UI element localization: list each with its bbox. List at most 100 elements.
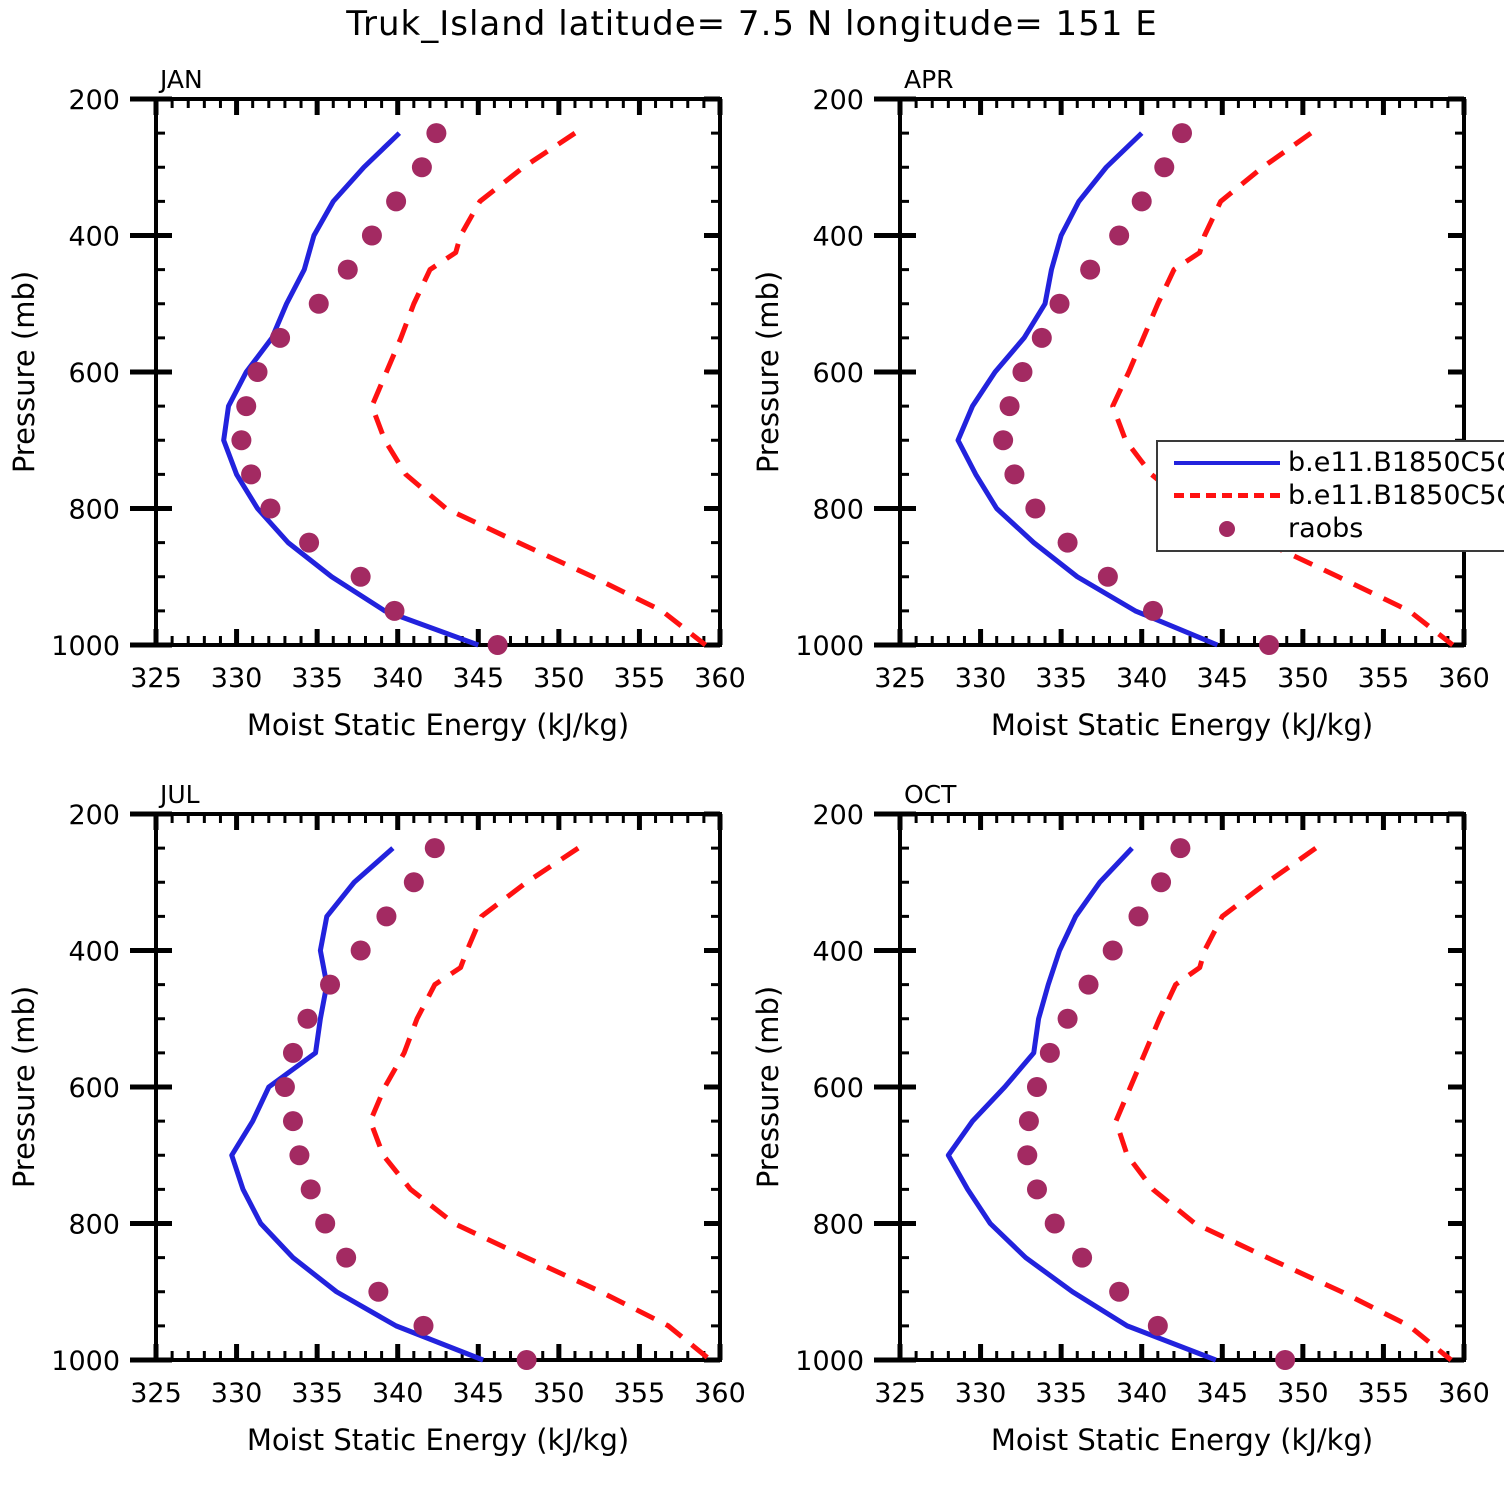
series-line-2: [1113, 846, 1453, 1362]
x-tick-label: 345: [1197, 1378, 1249, 1409]
x-tick-label: 345: [453, 1378, 505, 1409]
data-point: [289, 1145, 310, 1166]
x-tick-label: 325: [130, 1378, 182, 1409]
data-point: [426, 123, 447, 144]
y-tick-label: 600: [68, 1073, 120, 1104]
series-line-2: [367, 846, 712, 1362]
data-point: [282, 1042, 303, 1063]
plot-area-jan: 325 330 335 340 345 350 355 360 200 400 600 800 1000…: [7, 85, 746, 742]
y-tick-label: 400: [812, 222, 864, 253]
data-point: [384, 600, 405, 621]
data-point: [260, 498, 281, 519]
x-tick-label: 330: [211, 663, 263, 694]
legend-item-2: raobs: [1166, 512, 1504, 545]
data-point: [297, 1008, 318, 1029]
data-point: [282, 1111, 303, 1132]
data-point: [516, 1350, 537, 1370]
data-point: [993, 430, 1014, 451]
series-line-1: [229, 846, 485, 1363]
y-tick-label: 1000: [51, 631, 120, 662]
data-point: [315, 1213, 336, 1234]
data-point: [411, 157, 432, 178]
data-point: [386, 191, 407, 212]
data-point: [368, 1281, 389, 1302]
x-tick-label: 325: [130, 663, 182, 694]
y-tick-label: 200: [68, 85, 120, 116]
y-tick-label: 600: [812, 358, 864, 389]
x-tick-label: 360: [694, 663, 746, 694]
panel-jan: 325 330 335 340 345 350 355 360 200 400 600 800 1000…: [0, 55, 760, 770]
legend-label-2: raobs: [1288, 513, 1364, 544]
x-tick-label: 360: [1438, 663, 1490, 694]
y-axis-title: Pressure (mb): [7, 271, 41, 473]
x-axis-title: Moist Static Energy (kJ/kg): [991, 708, 1373, 742]
x-tick-label: 355: [1358, 663, 1410, 694]
y-tick-label: 400: [68, 222, 120, 253]
data-point: [413, 1315, 434, 1336]
data-point: [1172, 123, 1192, 144]
y-tick-label: 1000: [795, 631, 864, 662]
data-point: [361, 225, 382, 246]
x-tick-label: 340: [1116, 663, 1168, 694]
x-tick-label: 325: [874, 663, 926, 694]
x-tick-label: 340: [372, 663, 424, 694]
series-line-1: [945, 846, 1217, 1363]
legend: b.e11.B1850C5C b.e11.B1850C5C raobs: [1156, 440, 1504, 552]
x-axis-title: Moist Static Energy (kJ/kg): [247, 1423, 629, 1457]
y-tick-label: 800: [812, 495, 864, 526]
data-point: [1142, 600, 1163, 621]
y-tick-label: 600: [68, 358, 120, 389]
panel-label-apr: APR: [904, 65, 954, 94]
data-point: [299, 532, 320, 553]
y-tick-label: 400: [812, 937, 864, 968]
solid-blue-line-icon: [1166, 460, 1288, 465]
panel-jul: 325 330 335 340 345 350 355 360 200 400 600 800 1000…: [0, 770, 760, 1485]
dashed-red-line-icon: [1166, 493, 1288, 498]
data-point: [424, 838, 445, 859]
data-point: [487, 635, 508, 655]
data-point: [1147, 1315, 1168, 1336]
x-tick-label: 335: [1035, 663, 1087, 694]
panel-label-jan: JAN: [160, 65, 203, 94]
data-point: [1018, 1111, 1039, 1132]
data-point: [1004, 464, 1025, 485]
series-markers: [993, 123, 1280, 655]
y-tick-label: 800: [68, 495, 120, 526]
data-point: [1025, 498, 1046, 519]
data-point: [1078, 974, 1099, 995]
data-point: [1039, 1042, 1060, 1063]
data-point: [1154, 157, 1175, 178]
y-tick-label: 800: [68, 1210, 120, 1241]
data-point: [1170, 838, 1191, 859]
y-tick-label: 200: [68, 800, 120, 831]
data-point: [1128, 906, 1149, 927]
x-tick-label: 330: [211, 1378, 263, 1409]
data-point: [270, 327, 291, 348]
y-axis-title: Pressure (mb): [751, 271, 785, 473]
panel-label-jul: JUL: [160, 780, 200, 809]
data-point: [1057, 532, 1078, 553]
data-point: [247, 362, 268, 382]
x-tick-label: 350: [1277, 663, 1329, 694]
x-tick-label: 355: [1358, 1378, 1410, 1409]
data-point: [1012, 362, 1033, 382]
data-point: [337, 259, 358, 280]
x-tick-label: 350: [533, 663, 585, 694]
data-point: [1080, 259, 1101, 280]
data-point: [350, 566, 371, 587]
page-title: Truk_Island latitude= 7.5 N longitude= 1…: [346, 4, 1158, 44]
y-tick-label: 400: [68, 937, 120, 968]
data-point: [1049, 293, 1070, 314]
data-point: [350, 940, 371, 961]
x-tick-label: 360: [694, 1378, 746, 1409]
data-point: [1259, 635, 1280, 655]
legend-item-0: b.e11.B1850C5C: [1166, 446, 1504, 479]
panel-apr: 325 330 335 340 345 350 355 360 200 400 600 800 1000…: [744, 55, 1504, 770]
x-tick-label: 340: [1116, 1378, 1168, 1409]
plot-area-jul: 325 330 335 340 345 350 355 360 200 400 600 800 1000…: [7, 800, 746, 1457]
y-axis-title: Pressure (mb): [751, 986, 785, 1188]
y-tick-label: 600: [812, 1073, 864, 1104]
x-tick-label: 345: [1197, 663, 1249, 694]
series-line-1: [221, 131, 480, 648]
